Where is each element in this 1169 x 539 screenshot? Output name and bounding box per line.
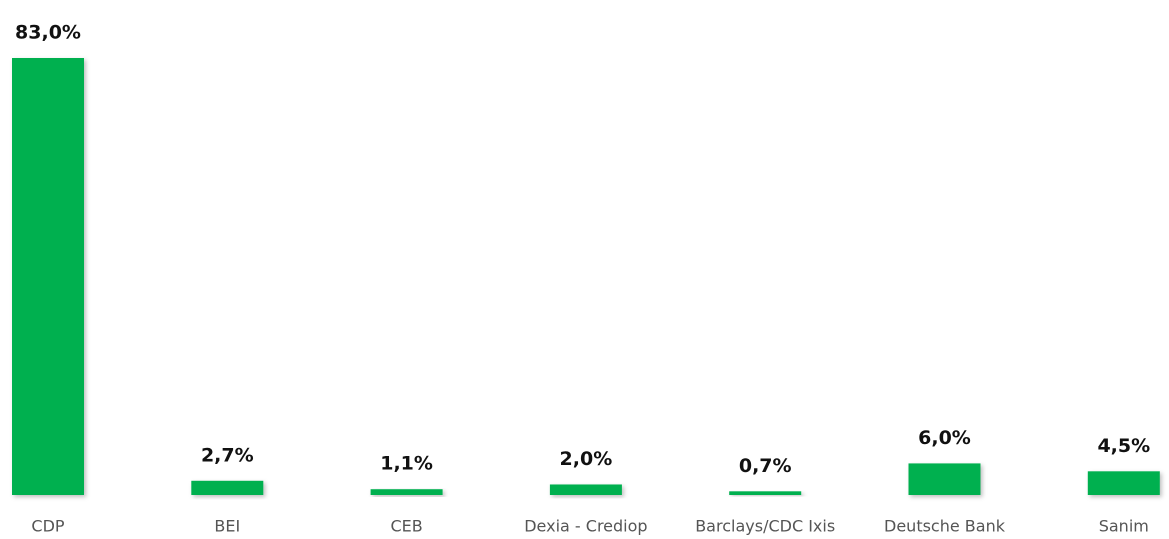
bar (1087, 471, 1160, 495)
x-tick-label: Deutsche Bank (884, 517, 1006, 536)
bar (12, 58, 84, 495)
bar (191, 480, 264, 495)
value-label: 6,0% (918, 427, 971, 449)
value-label: 83,0% (15, 22, 81, 44)
x-tick-label: Dexia - Crediop (524, 517, 647, 536)
value-label: 1,1% (380, 453, 433, 475)
bar (729, 491, 802, 495)
value-label: 2,7% (201, 444, 254, 466)
x-tick-label: CDP (31, 517, 64, 536)
x-tick-label: Barclays/CDC Ixis (695, 517, 835, 536)
x-tick-label: BEI (214, 517, 240, 536)
bar (549, 484, 622, 495)
bar (908, 463, 981, 495)
bar (370, 489, 443, 495)
value-label: 0,7% (739, 455, 792, 477)
x-tick-label: Sanim (1099, 517, 1149, 536)
value-label: 4,5% (1097, 435, 1150, 457)
x-tick-label: CEB (390, 517, 422, 536)
value-label: 2,0% (560, 448, 613, 470)
